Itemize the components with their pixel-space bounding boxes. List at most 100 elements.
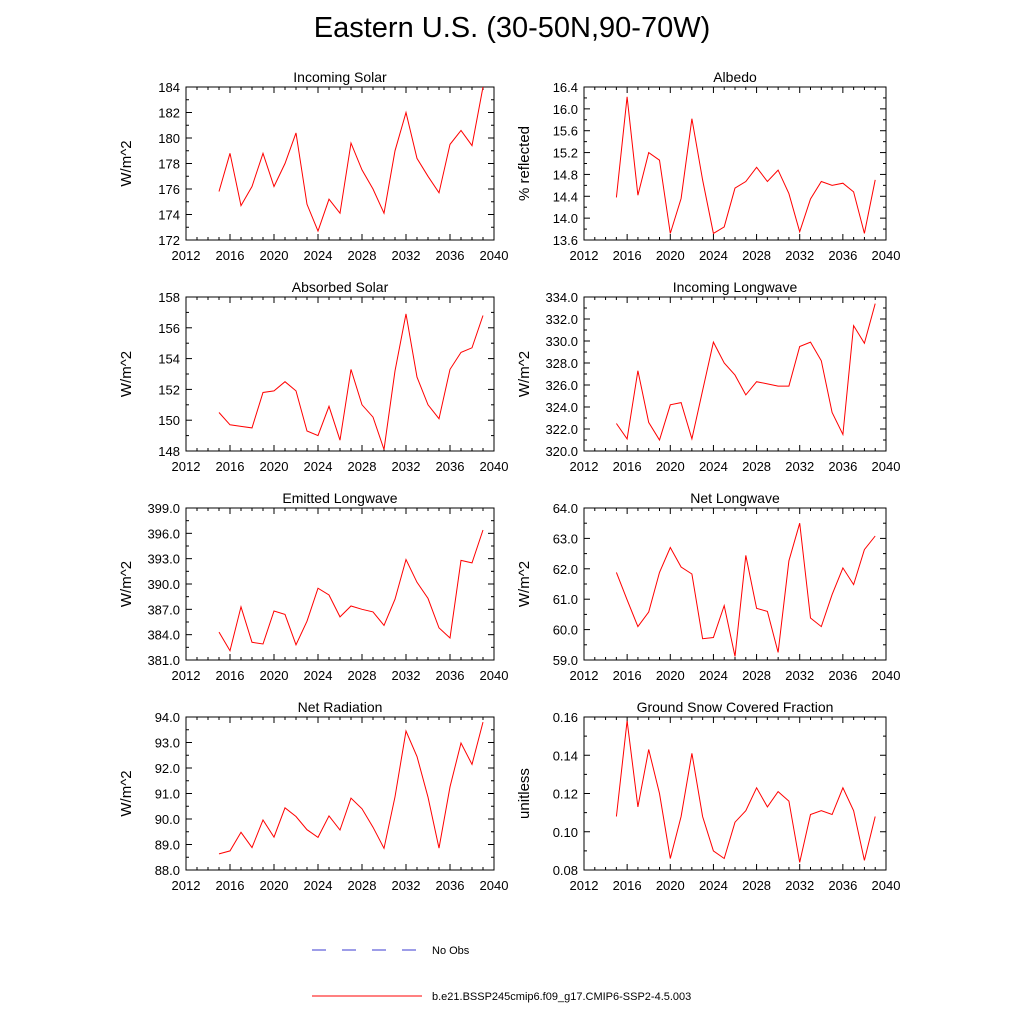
plot-frame [583, 507, 887, 661]
x-tick-label: 2020 [260, 668, 289, 683]
x-tick-label: 2036 [436, 668, 465, 683]
y-tick-label: 0.12 [553, 787, 578, 802]
y-tick-label: 334.0 [545, 290, 578, 305]
y-axis-label: W/m^2 [118, 351, 135, 397]
y-tick-label: 322.0 [545, 422, 578, 437]
x-tick-label: 2016 [216, 878, 245, 893]
y-tick-label: 91.0 [155, 787, 180, 802]
y-tick-label: 63.0 [553, 531, 578, 546]
x-tick-label: 2012 [570, 668, 599, 683]
y-tick-label: 88.0 [155, 863, 180, 878]
x-tick-label: 2036 [828, 459, 857, 474]
y-tick-label: 381.0 [147, 653, 180, 668]
y-tick-label: 324.0 [545, 400, 578, 415]
y-tick-label: 332.0 [545, 312, 578, 327]
x-tick-label: 2024 [699, 459, 728, 474]
x-tick-label: 2016 [613, 878, 642, 893]
y-tick-label: 396.0 [147, 526, 180, 541]
chart-panel: Net Longwave W/m^2 2012 2016 2020 2024 2028 203… [516, 490, 900, 683]
y-tick-label: 148 [158, 444, 180, 459]
chart-panel: Net Radiation W/m^2 2012 2016 2020 2024 2028 20… [118, 699, 508, 893]
y-tick-label: 150 [158, 413, 180, 428]
y-tick-label: 16.0 [553, 102, 578, 117]
y-tick-label: 0.16 [553, 710, 578, 725]
y-tick-label: 156 [158, 321, 180, 336]
x-tick-label: 2036 [828, 668, 857, 683]
chart-panel: Albedo % reflected 2012 2016 2020 2024 2028 203… [516, 69, 900, 263]
y-tick-label: 89.0 [155, 838, 180, 853]
plot-frame [185, 507, 495, 661]
x-tick-label: 2040 [480, 459, 509, 474]
series-line [615, 523, 876, 657]
series-line [218, 313, 484, 450]
x-tick-label: 2032 [392, 668, 421, 683]
x-tick-label: 2040 [872, 459, 901, 474]
x-tick-label: 2032 [785, 248, 814, 263]
y-tick-label: 64.0 [553, 501, 578, 516]
y-tick-label: 14.4 [553, 189, 578, 204]
y-tick-label: 15.6 [553, 124, 578, 139]
x-tick-label: 2016 [216, 459, 245, 474]
legend-obs-label: No Obs [432, 945, 470, 957]
x-tick-label: 2024 [699, 878, 728, 893]
y-tick-label: 152 [158, 382, 180, 397]
x-tick-label: 2012 [570, 878, 599, 893]
chart-title: Absorbed Solar [292, 279, 389, 295]
chart-panel: Emitted Longwave W/m^2 2012 2016 2020 2024 202… [118, 490, 508, 683]
y-tick-label: 393.0 [147, 552, 180, 567]
legend: No Obs b.e21.BSSP245cmip6.f09_g17.CMIP6-S… [312, 945, 691, 1003]
x-tick-label: 2036 [828, 248, 857, 263]
chart-title: Ground Snow Covered Fraction [637, 699, 834, 715]
chart-panel: Incoming Longwave W/m^2 2012 2016 2020 2024 20… [516, 279, 900, 474]
x-tick-label: 2040 [872, 248, 901, 263]
y-tick-label: 387.0 [147, 602, 180, 617]
x-tick-label: 2036 [828, 878, 857, 893]
y-tick-label: 174 [158, 208, 180, 223]
x-tick-label: 2032 [392, 248, 421, 263]
series-line [218, 529, 484, 653]
y-tick-label: 180 [158, 131, 180, 146]
x-tick-label: 2040 [872, 878, 901, 893]
x-tick-label: 2012 [570, 248, 599, 263]
y-tick-label: 184 [158, 80, 180, 95]
chart-panel: Incoming Solar W/m^2 2012 2016 2020 2024 2028 2… [118, 69, 508, 263]
y-tick-label: 15.2 [553, 146, 578, 161]
legend-model-label: b.e21.BSSP245cmip6.f09_g17.CMIP6-SSP2-4.… [432, 991, 691, 1003]
x-tick-label: 2016 [216, 248, 245, 263]
y-tick-label: 59.0 [553, 653, 578, 668]
y-tick-label: 399.0 [147, 501, 180, 516]
y-tick-label: 14.0 [553, 211, 578, 226]
chart-title: Net Longwave [690, 490, 780, 506]
chart-panel: Ground Snow Covered Fraction unitless 2012… [516, 699, 900, 893]
y-axis-label: unitless [516, 768, 533, 819]
x-tick-label: 2032 [392, 459, 421, 474]
plot-frame [583, 86, 887, 241]
x-tick-label: 2024 [699, 668, 728, 683]
x-tick-label: 2024 [304, 248, 333, 263]
y-axis-label: W/m^2 [118, 140, 135, 186]
x-tick-label: 2028 [742, 668, 771, 683]
y-tick-label: 60.0 [553, 623, 578, 638]
y-tick-label: 390.0 [147, 577, 180, 592]
x-tick-label: 2020 [656, 668, 685, 683]
y-axis-label: W/m^2 [118, 561, 135, 607]
y-tick-label: 90.0 [155, 812, 180, 827]
chart-title: Incoming Solar [293, 69, 387, 85]
y-tick-label: 176 [158, 182, 180, 197]
series-line [615, 303, 876, 442]
series-line [218, 721, 484, 855]
chart-title: Emitted Longwave [282, 490, 397, 506]
y-axis-label: W/m^2 [118, 770, 135, 816]
x-tick-label: 2024 [304, 878, 333, 893]
x-tick-label: 2024 [304, 668, 333, 683]
x-tick-label: 2024 [699, 248, 728, 263]
y-tick-label: 328.0 [545, 356, 578, 371]
y-tick-label: 93.0 [155, 736, 180, 751]
x-tick-label: 2020 [260, 459, 289, 474]
y-tick-label: 0.08 [553, 863, 578, 878]
y-axis-label: W/m^2 [516, 561, 533, 607]
x-tick-label: 2016 [613, 459, 642, 474]
y-tick-label: 158 [158, 290, 180, 305]
y-tick-label: 61.0 [553, 592, 578, 607]
